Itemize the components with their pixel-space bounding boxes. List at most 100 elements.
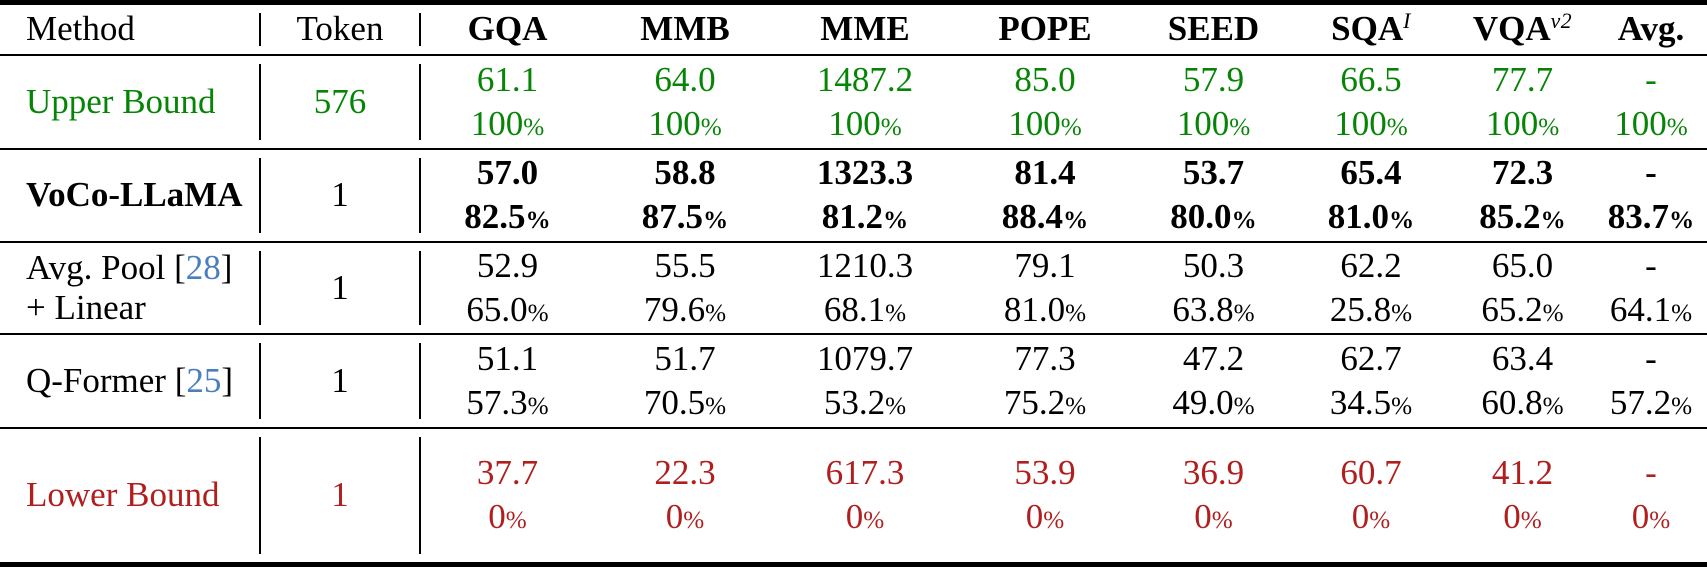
percent-value: 82.5% <box>420 195 595 239</box>
score-value: 65.4 <box>1340 153 1402 193</box>
cell-avg-pool-mmb: 55.5 79.6% <box>595 242 775 335</box>
percent-number: 0 <box>845 497 864 537</box>
citation-link[interactable]: 28 <box>185 248 221 287</box>
cell-lower-bound-sqa: 60.7 0% <box>1292 428 1450 565</box>
percent-number: 80.0 <box>1170 197 1232 237</box>
method-cell: Q-Former [25] <box>0 334 261 427</box>
cell-lower-bound-gqa: 37.7 0% <box>420 428 595 565</box>
percent-number: 75.2 <box>1003 383 1066 423</box>
score-value: 41.2 <box>1491 453 1554 493</box>
percent-value: 100% <box>1595 102 1707 146</box>
header-pope: POPE <box>998 9 1092 49</box>
percent-value: 0% <box>595 495 775 539</box>
header-mme: MME <box>820 9 910 49</box>
header-avg: Avg. <box>1617 9 1685 49</box>
percent-value: 64.1% <box>1595 288 1707 332</box>
cell-upper-bound-sqa: 66.5 100% <box>1292 55 1450 150</box>
cell-upper-bound-seed: 57.9 100% <box>1135 55 1292 150</box>
table-row-lower-bound: Lower Bound 1 37.7 0% 22.3 0% 617.3 0% 53.9… <box>0 427 1707 565</box>
method-name: Lower Bound <box>26 475 220 515</box>
score-value: 81.4 <box>1014 153 1076 193</box>
percent-number: 60.8 <box>1481 383 1543 423</box>
percent-value: 53.2% <box>775 381 955 425</box>
score-value: 53.9 <box>1014 453 1076 493</box>
percent-value: 75.2% <box>955 381 1135 425</box>
method-cell: Upper Bound <box>0 55 261 150</box>
token-cell: 1 <box>260 149 421 242</box>
score-value: 79.1 <box>1014 245 1076 285</box>
score-value: 60.7 <box>1340 453 1402 493</box>
cell-q-former-mmb: 51.7 70.5% <box>595 334 775 427</box>
percent-sign: % <box>527 393 549 421</box>
percent-sign: % <box>1666 113 1688 141</box>
percent-sign: % <box>1211 507 1233 535</box>
percent-sign: % <box>1063 207 1089 235</box>
cell-upper-bound-gqa: 61.1 100% <box>420 55 595 150</box>
citation-bracket: ] <box>221 361 234 401</box>
cell-lower-bound-pope: 53.9 0% <box>955 428 1135 565</box>
score-value: 58.8 <box>654 153 716 193</box>
percent-number: 34.5 <box>1329 383 1392 423</box>
percent-value: 68.1% <box>775 288 955 332</box>
cell-voco-llama-avg: -83.7% <box>1595 149 1707 242</box>
cell-lower-bound-mme: 617.3 0% <box>775 428 955 565</box>
percent-number: 53.2 <box>823 383 886 423</box>
percent-value: 0% <box>775 495 955 539</box>
percent-sign: % <box>1538 113 1560 141</box>
cell-lower-bound-vqa: 41.2 0% <box>1450 428 1595 565</box>
score-value: 50.3 <box>1182 245 1245 285</box>
score-value: 53.7 <box>1182 153 1245 193</box>
percent-value: 0% <box>1595 495 1707 539</box>
percent-number: 57.3 <box>466 383 528 423</box>
cell-avg-pool-sqa: 62.2 25.8% <box>1292 242 1450 335</box>
cell-upper-bound-vqa: 77.7 100% <box>1450 55 1595 150</box>
score-value: 77.3 <box>1014 338 1076 378</box>
percent-number: 68.1 <box>823 290 886 329</box>
method-name: Avg. Pool <box>26 248 175 287</box>
percent-sign: % <box>1669 207 1695 235</box>
percent-value: 87.5% <box>595 195 775 239</box>
method-cell: Lower Bound <box>0 428 261 565</box>
method-name: VoCo-LLaMA <box>26 175 243 215</box>
percent-number: 88.4 <box>1001 197 1064 237</box>
percent-value: 88.4% <box>955 195 1135 239</box>
method-name: Upper Bound <box>26 81 216 121</box>
percent-sign: % <box>700 113 722 141</box>
score-value: - <box>1645 338 1657 378</box>
method-name-line2: + Linear <box>26 288 146 327</box>
citation-bracket: ] <box>220 248 233 287</box>
percent-value: 57.3% <box>420 381 595 425</box>
percent-sign: % <box>705 300 727 327</box>
score-value: 57.0 <box>476 153 539 193</box>
score-value: 55.5 <box>654 245 716 285</box>
cell-q-former-sqa: 62.7 34.5% <box>1292 334 1450 427</box>
cell-lower-bound-seed: 36.9 0% <box>1135 428 1292 565</box>
percent-value: 0% <box>1135 495 1292 539</box>
cell-voco-llama-gqa: 57.0 82.5% <box>420 149 595 242</box>
percent-sign: % <box>885 300 907 327</box>
score-value: - <box>1645 453 1657 493</box>
percent-value: 100% <box>1450 102 1595 146</box>
percent-value: 60.8% <box>1450 381 1595 425</box>
percent-value: 80.0% <box>1135 195 1292 239</box>
percent-sign: % <box>505 507 527 535</box>
cell-voco-llama-seed: 53.7 80.0% <box>1135 149 1292 242</box>
score-value: 65.0 <box>1491 245 1554 285</box>
citation-link[interactable]: 25 <box>186 361 222 401</box>
cell-upper-bound-mmb: 64.0 100% <box>595 55 775 150</box>
score-value: 85.0 <box>1014 59 1076 99</box>
percent-value: 100% <box>420 102 595 146</box>
score-value: 36.9 <box>1182 453 1245 493</box>
table-row-q-former: Q-Former [25] 1 51.1 57.3% 51.7 70.5% 1079… <box>0 334 1707 427</box>
cell-voco-llama-mme: 1323.3 81.2% <box>775 149 955 242</box>
percent-number: 81.0 <box>1003 290 1066 329</box>
header-row: Method Token GQA MMB MME POPE SEED SQAI … <box>0 3 1707 55</box>
percent-number: 25.8 <box>1329 290 1392 329</box>
percent-value: 100% <box>595 102 775 146</box>
percent-value: 100% <box>955 102 1135 146</box>
score-value: 51.1 <box>476 338 539 378</box>
percent-value: 81.0% <box>955 288 1135 332</box>
cell-voco-llama-sqa: 65.4 81.0% <box>1292 149 1450 242</box>
